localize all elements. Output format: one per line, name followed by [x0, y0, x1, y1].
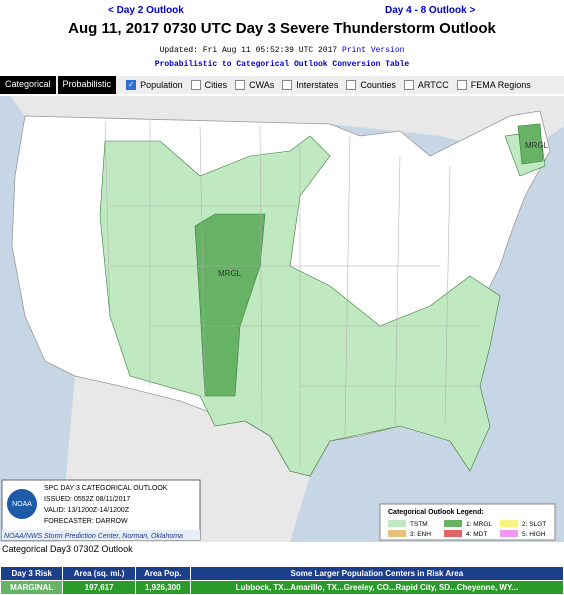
layer-toggle[interactable]: CWAs — [235, 80, 274, 90]
layer-label: Counties — [360, 80, 396, 90]
checkbox[interactable] — [190, 80, 201, 90]
info-line: VALID: 13/1200Z-14/1200Z — [44, 507, 130, 514]
legend-label: 4: MDT — [466, 531, 487, 538]
legend-label: TSTM — [410, 521, 428, 528]
state-lines — [104, 120, 480, 466]
table-cell: Lubbock, TX...Amarillo, TX...Greeley, CO… — [189, 580, 564, 595]
legend-label: 3: ENH — [410, 531, 431, 538]
legend-title: Categorical Outlook Legend: — [388, 509, 484, 516]
layer-toggle[interactable]: ✓ Population — [126, 80, 183, 90]
checkbox[interactable] — [456, 80, 467, 90]
info-box: NOAA SPC DAY 3 CATEGORICAL OUTLOOK ISSUED… — [1, 479, 201, 541]
risk-area — [517, 123, 544, 165]
credit-bg — [2, 530, 200, 540]
credit: NOAA/NWS Storm Prediction Center, Norman… — [4, 533, 183, 540]
print-link[interactable]: Print Version — [342, 46, 405, 55]
layer-label: Cities — [204, 80, 228, 90]
updated-line: Updated: Fri Aug 11 05:52:39 UTC 2017 Pr… — [0, 46, 564, 55]
table-header: Area (sq. mi.) — [62, 566, 136, 581]
toolbar: Categorical Probabilistic ✓ Population Citie… — [0, 76, 564, 94]
checkbox[interactable]: ✓ — [126, 80, 137, 90]
next-link[interactable]: Day 4 - 8 Outlook > — [385, 5, 476, 16]
grid-states — [104, 120, 480, 466]
checkbox[interactable] — [282, 80, 293, 90]
legend-swatch — [388, 530, 406, 537]
legend-label: 2: SLGT — [522, 521, 546, 528]
table-header: Day 3 Risk — [0, 566, 64, 581]
layer-toggle[interactable]: FEMA Regions — [456, 80, 531, 90]
layer-label: ARTCC — [417, 80, 449, 90]
map: MRGL MRGL NOAA SPC DAY 3 CATEGORICAL OUT… — [0, 96, 564, 542]
logo-text: NOAA — [12, 501, 32, 508]
logo — [7, 489, 37, 519]
table-header: Area Pop. — [134, 566, 191, 581]
updated: Updated: Fri Aug 11 05:52:39 UTC 2017 — [159, 46, 338, 55]
layer-toggle[interactable]: Cities — [190, 80, 228, 90]
legend-bg — [379, 503, 556, 541]
legend-swatch — [444, 530, 462, 537]
legend: Categorical Outlook Legend: TSTM 1: MRGL 2… — [379, 503, 556, 541]
table-cell: MARGINAL — [0, 580, 64, 595]
legend-swatch — [500, 530, 518, 537]
layer-label: CWAs — [249, 80, 275, 90]
tab[interactable]: Categorical — [0, 76, 56, 94]
layer-label: FEMA Regions — [470, 80, 531, 90]
checkbox[interactable] — [403, 80, 414, 90]
layer-toggle[interactable]: Counties — [346, 80, 396, 90]
table-header: Some Larger Population Centers in Risk A… — [189, 566, 564, 581]
layer-toggle[interactable]: Interstates — [282, 80, 338, 90]
table-cell: 197,617 — [62, 580, 136, 595]
page-title: Aug 11, 2017 0730 UTC Day 3 Severe Thund… — [68, 20, 496, 37]
risk-label: MRGL — [218, 269, 242, 278]
checkbox[interactable] — [346, 80, 357, 90]
checkbox[interactable] — [235, 80, 246, 90]
legend-swatch — [444, 520, 462, 527]
table-cell: 1,926,300 — [134, 580, 191, 595]
layer-toggle[interactable]: ARTCC — [403, 80, 449, 90]
tab[interactable]: Probabilistic — [57, 76, 117, 94]
risk-label: MRGL — [525, 141, 549, 150]
layer-label: Interstates — [296, 80, 339, 90]
legend-label: 1: MRGL — [466, 521, 492, 528]
info-line: FORECASTER: DARROW — [44, 518, 128, 525]
info-line: SPC DAY 3 CATEGORICAL OUTLOOK — [44, 485, 168, 492]
info-line: ISSUED: 0552Z 08/11/2017 — [44, 496, 130, 503]
prev-link[interactable]: < Day 2 Outlook — [108, 5, 184, 16]
caption: Categorical Day3 0730Z Outlook — [2, 544, 133, 554]
legend-swatch — [388, 520, 406, 527]
risk-table: Day 3 Risk Area (sq. mi.) Area Pop. Some La… — [0, 566, 564, 595]
table-row: MARGINAL 197,617 1,926,300 Lubbock, TX...Am… — [0, 580, 564, 595]
canada — [0, 96, 564, 156]
conversion-link[interactable]: Probabilistic to Categorical Outlook Con… — [154, 60, 410, 69]
legend-swatch — [500, 520, 518, 527]
legend-label: 5: HIGH — [522, 531, 546, 538]
layer-label: Population — [140, 80, 183, 90]
